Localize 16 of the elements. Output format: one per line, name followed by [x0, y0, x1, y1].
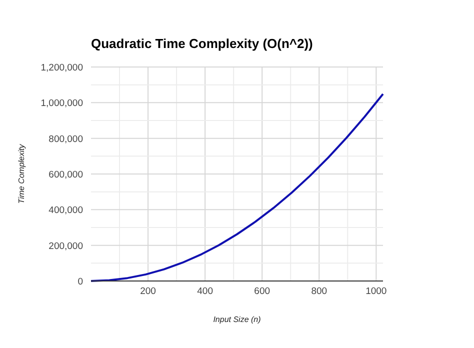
- y-axis-title: Time Complexity: [17, 143, 26, 204]
- x-tick-label: 800: [311, 286, 328, 297]
- y-tick-label: 1,000,000: [40, 98, 83, 110]
- x-tick-label: 1000: [366, 286, 387, 297]
- y-tick-label: 600,000: [48, 170, 83, 180]
- x-tick-label: 200: [140, 286, 156, 297]
- chart-title: Quadratic Time Complexity (O(n^2)): [91, 36, 313, 51]
- y-tick-label: 0: [78, 276, 83, 288]
- line-series: [90, 93, 384, 282]
- x-tick-label: 400: [197, 286, 213, 297]
- y-tick-label: 800,000: [48, 134, 83, 145]
- x-axis-title: Input Size (n): [213, 315, 262, 324]
- x-tick-label: 600: [254, 286, 270, 297]
- y-tick-label: 1,200,000: [40, 62, 83, 74]
- y-tick-label: 200,000: [48, 240, 83, 252]
- y-tick-label: 400,000: [48, 205, 83, 216]
